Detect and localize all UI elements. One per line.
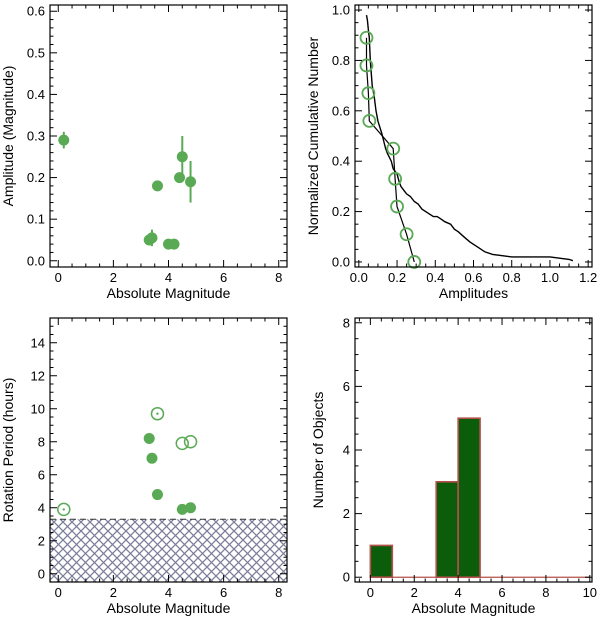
x-tick-label: 0 [55, 270, 62, 285]
y-tick-label: 2 [38, 533, 45, 548]
sample-point [386, 141, 401, 156]
y-axis-label: Amplitude (Magnitude) [0, 66, 16, 207]
x-tick-label: 4 [455, 585, 462, 600]
y-tick-label: 4 [38, 500, 45, 515]
plot-frame [354, 317, 593, 583]
reference-line [365, 14, 574, 262]
y-tick-label: 0.8 [332, 53, 350, 68]
x-tick-label: 1.0 [541, 270, 559, 285]
x-tick-label: 0.4 [426, 270, 444, 285]
open-point [175, 436, 190, 451]
y-tick-label: 0.2 [27, 170, 45, 185]
y-tick-label: 0.6 [27, 4, 45, 19]
sample-point [388, 171, 403, 186]
x-tick-label: 8 [542, 585, 549, 600]
y-tick-label: 0.0 [332, 254, 350, 269]
x-tick-label: 8 [275, 270, 282, 285]
data-point [176, 151, 188, 163]
data-point [151, 180, 163, 192]
sample-point [362, 113, 377, 128]
x-tick-label: 10 [583, 585, 597, 600]
y-tick-label: 14 [31, 335, 45, 350]
open-point-center [62, 508, 65, 511]
data-point [146, 232, 158, 244]
y-tick-label: 8 [343, 315, 350, 330]
y-tick-label: 0.2 [332, 204, 350, 219]
histogram-bar [369, 544, 394, 579]
y-tick-label: 0.1 [27, 212, 45, 227]
amplitude-vs-magnitude-panel: 0 2 4 6 8 0.0 0.1 0.2 0.3 0.4 0.5 0.6 Absolute Magni… [0, 4, 288, 301]
plot-frame [49, 317, 288, 583]
sample-point [399, 227, 414, 242]
filled-point [146, 452, 158, 464]
y-tick-label: 0 [38, 566, 45, 581]
x-tick-label: 0.8 [503, 270, 521, 285]
rotation-period-panel: 0 2 4 6 8 0 2 4 6 8 10 12 14 Absolute Magnitude Rotati… [0, 317, 288, 616]
open-point [183, 435, 198, 449]
hatched-region [50, 519, 287, 582]
x-tick-label: 0 [55, 585, 62, 600]
x-tick-label: 4 [165, 585, 172, 600]
filled-point [185, 502, 197, 514]
sample-point [390, 199, 404, 214]
plot-frame [354, 4, 593, 268]
y-tick-label: 0.0 [27, 253, 45, 268]
x-tick-label: 0.0 [350, 270, 368, 285]
y-tick-label: 0.4 [332, 154, 350, 169]
y-tick-label: 0.6 [332, 103, 350, 118]
x-axis-label: Absolute Magnitude [107, 285, 231, 301]
plot-frame [49, 4, 288, 268]
x-axis-label: Absolute Magnitude [412, 600, 536, 616]
y-tick-label: 1.0 [332, 3, 350, 18]
x-tick-label: 2 [411, 585, 418, 600]
histogram-bar [435, 481, 459, 579]
x-tick-label: 1.2 [579, 270, 597, 285]
magnitude-histogram-panel: 0 2 4 6 8 10 0 2 4 6 8 Absolute Magnitude Number of … [310, 315, 597, 616]
y-tick-label: 6 [343, 379, 350, 394]
y-tick-label: 6 [38, 467, 45, 482]
y-tick-label: 8 [38, 434, 45, 449]
x-axis-label: Absolute Magnitude [107, 600, 231, 616]
y-axis-label: Rotation Period (hours) [0, 378, 16, 523]
y-tick-label: 12 [31, 368, 45, 383]
data-point [168, 238, 180, 250]
x-tick-label: 6 [498, 585, 505, 600]
x-tick-label: 6 [220, 585, 227, 600]
histogram-bar [457, 417, 481, 579]
y-tick-label: 10 [31, 401, 45, 416]
sample-point [359, 58, 374, 73]
y-tick-label: 2 [343, 506, 350, 521]
x-tick-label: 0.6 [464, 270, 482, 285]
filled-point [151, 489, 163, 501]
y-tick-label: 0 [343, 570, 350, 585]
x-tick-label: 6 [220, 270, 227, 285]
x-axis-label: Amplitudes [439, 285, 508, 301]
x-tick-label: 0.2 [388, 270, 406, 285]
data-point [58, 134, 70, 146]
sample-line [365, 37, 415, 263]
y-axis-label: Number of Objects [310, 392, 326, 509]
filled-point [176, 503, 188, 515]
cumulative-distribution-panel: 0.0 0.2 0.4 0.6 0.8 1.0 1.2 0.0 0.2 0.4 0.6 0.8 1.0 A… [305, 3, 597, 301]
filled-point [143, 432, 155, 444]
sample-point [359, 30, 374, 45]
y-axis-label: Normalized Cumulative Number [305, 36, 321, 235]
sample-point [407, 255, 422, 269]
y-tick-label: 0.5 [27, 45, 45, 60]
x-tick-label: 2 [110, 585, 117, 600]
open-point [150, 406, 165, 421]
open-point [57, 502, 71, 517]
sample-point [361, 86, 376, 101]
data-point [174, 172, 186, 184]
x-tick-label: 4 [165, 270, 172, 285]
x-tick-label: 2 [110, 270, 117, 285]
y-tick-label: 0.3 [27, 129, 45, 144]
x-tick-label: 0 [367, 585, 374, 600]
open-point-center [156, 412, 159, 415]
y-tick-label: 0.4 [27, 87, 45, 102]
x-tick-label: 8 [275, 585, 282, 600]
data-point [185, 176, 197, 188]
y-tick-label: 4 [343, 443, 350, 458]
